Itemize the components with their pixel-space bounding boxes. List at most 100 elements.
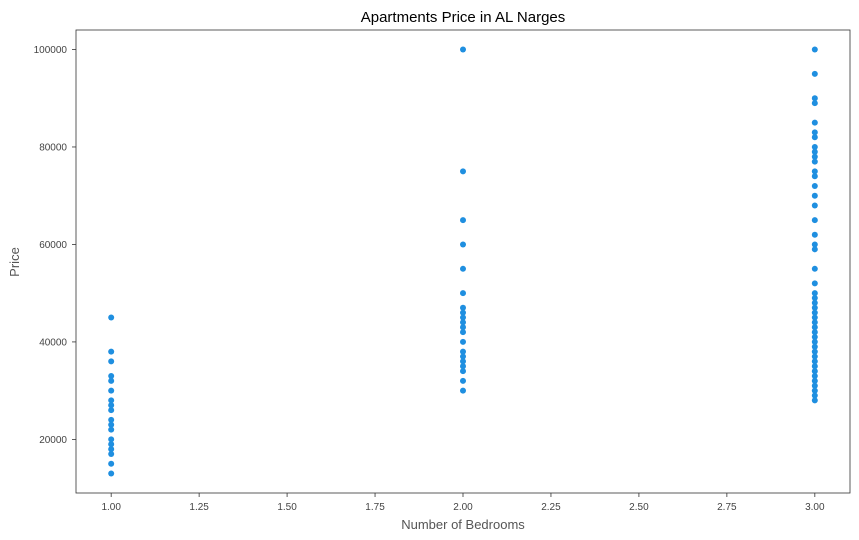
data-point — [811, 290, 818, 297]
data-point — [811, 363, 818, 370]
data-point — [811, 309, 818, 316]
data-point — [460, 168, 466, 175]
data-point — [811, 353, 818, 360]
data-point — [108, 470, 115, 477]
data-point — [811, 280, 818, 287]
data-point — [108, 358, 115, 365]
data-point — [460, 314, 466, 321]
data-point — [811, 246, 818, 253]
data-point — [811, 382, 818, 389]
data-point — [108, 407, 115, 414]
data-point — [811, 217, 818, 224]
data-point — [460, 304, 466, 311]
data-point — [811, 265, 818, 272]
data-point — [108, 436, 115, 443]
data-point — [108, 441, 115, 448]
data-points — [108, 46, 818, 477]
data-point — [108, 402, 115, 409]
data-point — [811, 168, 818, 175]
data-point — [811, 231, 818, 238]
data-point — [108, 446, 115, 453]
x-tick-label: 1.25 — [189, 502, 209, 513]
data-point — [811, 202, 818, 209]
data-point — [811, 358, 818, 365]
data-point — [460, 319, 466, 326]
data-point — [811, 348, 818, 355]
data-point — [460, 338, 466, 345]
data-point — [108, 377, 115, 384]
data-point — [811, 95, 818, 102]
data-point — [108, 387, 115, 394]
data-point — [108, 416, 115, 423]
data-point — [460, 241, 466, 248]
data-point — [108, 421, 115, 428]
data-point — [811, 153, 818, 160]
data-point — [811, 368, 818, 375]
data-point — [811, 143, 818, 150]
data-point — [108, 314, 115, 321]
y-axis: 20000 40000 60000 80000 100000 — [34, 45, 76, 446]
data-point — [811, 392, 818, 399]
data-point — [811, 295, 818, 302]
x-tick-label: 3.00 — [805, 502, 825, 513]
data-point — [811, 70, 818, 77]
data-point — [811, 304, 818, 311]
data-point — [811, 329, 818, 336]
data-point — [811, 100, 818, 107]
data-point — [460, 329, 466, 336]
data-point — [460, 363, 466, 370]
data-point — [811, 299, 818, 306]
data-point — [811, 241, 818, 248]
y-tick-label: 40000 — [39, 337, 67, 348]
data-point — [811, 377, 818, 384]
data-point — [460, 368, 466, 375]
plot-frame — [75, 29, 851, 494]
x-tick-label: 1.00 — [101, 502, 121, 513]
data-point — [108, 451, 115, 458]
data-point — [460, 217, 466, 224]
data-point — [811, 46, 818, 53]
y-tick-label: 80000 — [39, 142, 67, 153]
data-point — [460, 358, 466, 365]
data-point — [811, 373, 818, 380]
x-axis: 1.00 1.25 1.50 1.75 2.00 2.25 2.50 2.75 3.00 — [101, 493, 825, 513]
data-point — [108, 426, 115, 433]
x-tick-label: 2.00 — [453, 502, 473, 513]
data-point — [811, 314, 818, 321]
data-point — [811, 397, 818, 404]
y-tick-label: 60000 — [39, 240, 67, 251]
data-point — [108, 373, 115, 380]
data-point — [460, 353, 466, 360]
data-point — [460, 46, 466, 53]
data-point — [108, 348, 115, 355]
data-point — [811, 343, 818, 350]
data-point — [811, 182, 818, 189]
x-tick-label: 2.75 — [717, 502, 737, 513]
data-point — [811, 148, 818, 155]
data-point — [811, 324, 818, 331]
x-tick-label: 2.50 — [629, 502, 649, 513]
data-point — [460, 265, 466, 272]
data-point — [811, 192, 818, 199]
data-point — [460, 387, 466, 394]
data-point — [811, 173, 818, 180]
data-point — [108, 397, 115, 404]
x-tick-label: 1.75 — [365, 502, 385, 513]
data-point — [811, 129, 818, 136]
data-point — [108, 460, 115, 467]
data-point — [811, 319, 818, 326]
data-point — [460, 324, 466, 331]
x-tick-label: 2.25 — [541, 502, 561, 513]
y-tick-label: 20000 — [39, 435, 67, 446]
data-point — [460, 309, 466, 316]
data-point — [811, 158, 818, 165]
data-point — [811, 134, 818, 141]
x-axis-label: Number of Bedrooms — [401, 517, 525, 532]
data-point — [460, 290, 466, 297]
data-point — [460, 348, 466, 355]
chart-title: Apartments Price in AL Narges — [361, 9, 566, 26]
x-tick-label: 1.50 — [277, 502, 297, 513]
data-point — [460, 377, 466, 384]
data-point — [811, 338, 818, 345]
